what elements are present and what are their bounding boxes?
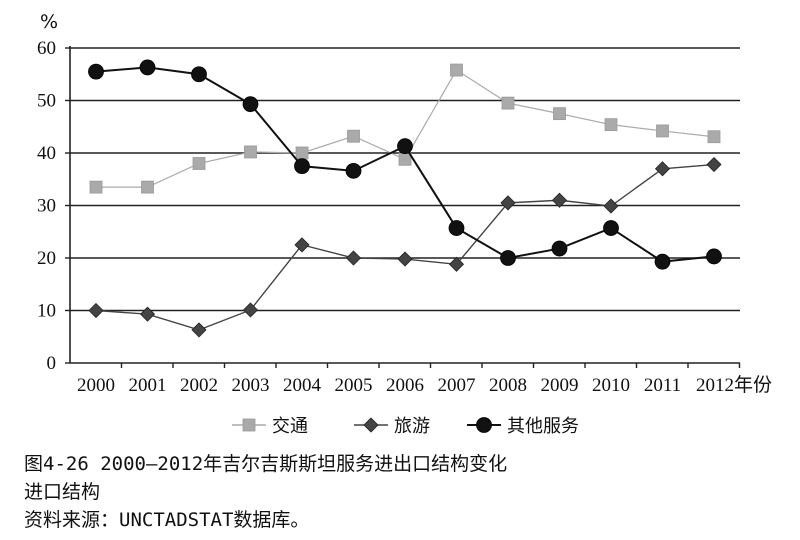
data-point <box>500 195 516 211</box>
y-tick-label: 30 <box>37 196 56 217</box>
series-line <box>96 69 715 188</box>
line-chart: % 0 10 20 30 40 50 60 2000 2001 2002 2003 2004 2005… <box>37 11 772 437</box>
y-tick-labels: 0 10 20 30 40 50 60 <box>37 38 56 374</box>
x-tick-label: 2000 <box>77 375 115 396</box>
x-tick-label: 2009 <box>541 375 579 396</box>
data-point <box>347 129 360 143</box>
data-point <box>191 66 207 83</box>
y-tick-label: 60 <box>37 38 56 59</box>
legend-marker <box>363 417 379 433</box>
x-tick-label: 2003 <box>232 375 270 396</box>
data-point <box>654 253 671 270</box>
data-point <box>398 152 412 166</box>
data-point <box>295 146 309 160</box>
legend: 交通 旅游 其他服务 <box>232 416 579 437</box>
data-series <box>88 59 722 338</box>
x-tick-label: 2008 <box>489 375 527 396</box>
y-axis-unit-label: % <box>40 11 58 33</box>
data-point <box>706 156 722 173</box>
series-2 <box>88 59 722 270</box>
data-point <box>603 220 619 236</box>
y-tick-label: 0 <box>47 353 57 374</box>
data-point <box>501 96 515 110</box>
data-point <box>141 180 154 194</box>
data-point <box>656 124 669 138</box>
x-tick-label: 2002 <box>180 375 218 396</box>
data-point <box>294 158 310 175</box>
data-point <box>191 322 207 338</box>
y-tick-label: 40 <box>37 143 56 164</box>
x-tick-label: 2005 <box>335 375 373 396</box>
data-point <box>551 240 568 257</box>
data-point <box>604 118 618 132</box>
data-point <box>603 198 619 214</box>
figure-caption-subtitle: 进口结构 <box>24 481 101 503</box>
data-point <box>89 180 103 194</box>
data-point <box>242 302 259 318</box>
x-tick-label: 2004 <box>283 375 322 396</box>
data-point <box>139 59 156 76</box>
data-point <box>707 130 721 144</box>
x-tick-label: 2010 <box>592 375 630 396</box>
series-line <box>95 163 715 331</box>
series-1 <box>88 156 722 338</box>
data-point <box>551 192 568 208</box>
figure-caption-title: 图4-26 2000—2012年吉尔吉斯斯坦服务进出口结构变化 <box>24 453 508 475</box>
x-tick-label: 2007 <box>438 375 476 396</box>
series-0 <box>89 63 721 194</box>
data-point <box>88 63 104 80</box>
data-point <box>654 161 671 177</box>
axes <box>65 46 741 368</box>
figure-caption-source: 资料来源：UNCTADSTAT数据库。 <box>24 509 310 531</box>
x-tick-labels: 2000 2001 2002 2003 2004 2005 2006 2007 2008 2009… <box>77 374 772 396</box>
data-point <box>553 107 566 121</box>
data-point <box>294 237 310 253</box>
y-tick-label: 50 <box>37 91 56 112</box>
data-point <box>448 256 465 272</box>
data-point <box>450 63 463 77</box>
data-point <box>192 157 206 170</box>
legend-marker <box>242 418 256 432</box>
x-tick-label: 2001 <box>129 375 167 396</box>
data-point <box>397 138 413 155</box>
data-point <box>706 248 722 265</box>
data-point <box>244 145 257 159</box>
data-point <box>500 250 516 266</box>
legend-label: 其他服务 <box>507 416 579 437</box>
legend-marker <box>476 417 492 433</box>
data-point <box>345 162 362 179</box>
legend-label: 旅游 <box>394 416 430 437</box>
data-point <box>397 251 413 267</box>
data-point <box>88 302 104 319</box>
data-point <box>345 250 362 266</box>
legend-label: 交通 <box>272 416 308 437</box>
x-tick-label: 2006 <box>386 375 424 396</box>
data-point <box>242 96 259 113</box>
gridlines <box>70 47 740 312</box>
x-tick-label: 2012年份 <box>696 374 772 396</box>
x-tick-label: 2011 <box>644 375 681 396</box>
y-tick-label: 10 <box>37 301 56 322</box>
data-point <box>448 220 465 236</box>
y-tick-label: 20 <box>37 248 56 269</box>
data-point <box>139 306 156 322</box>
